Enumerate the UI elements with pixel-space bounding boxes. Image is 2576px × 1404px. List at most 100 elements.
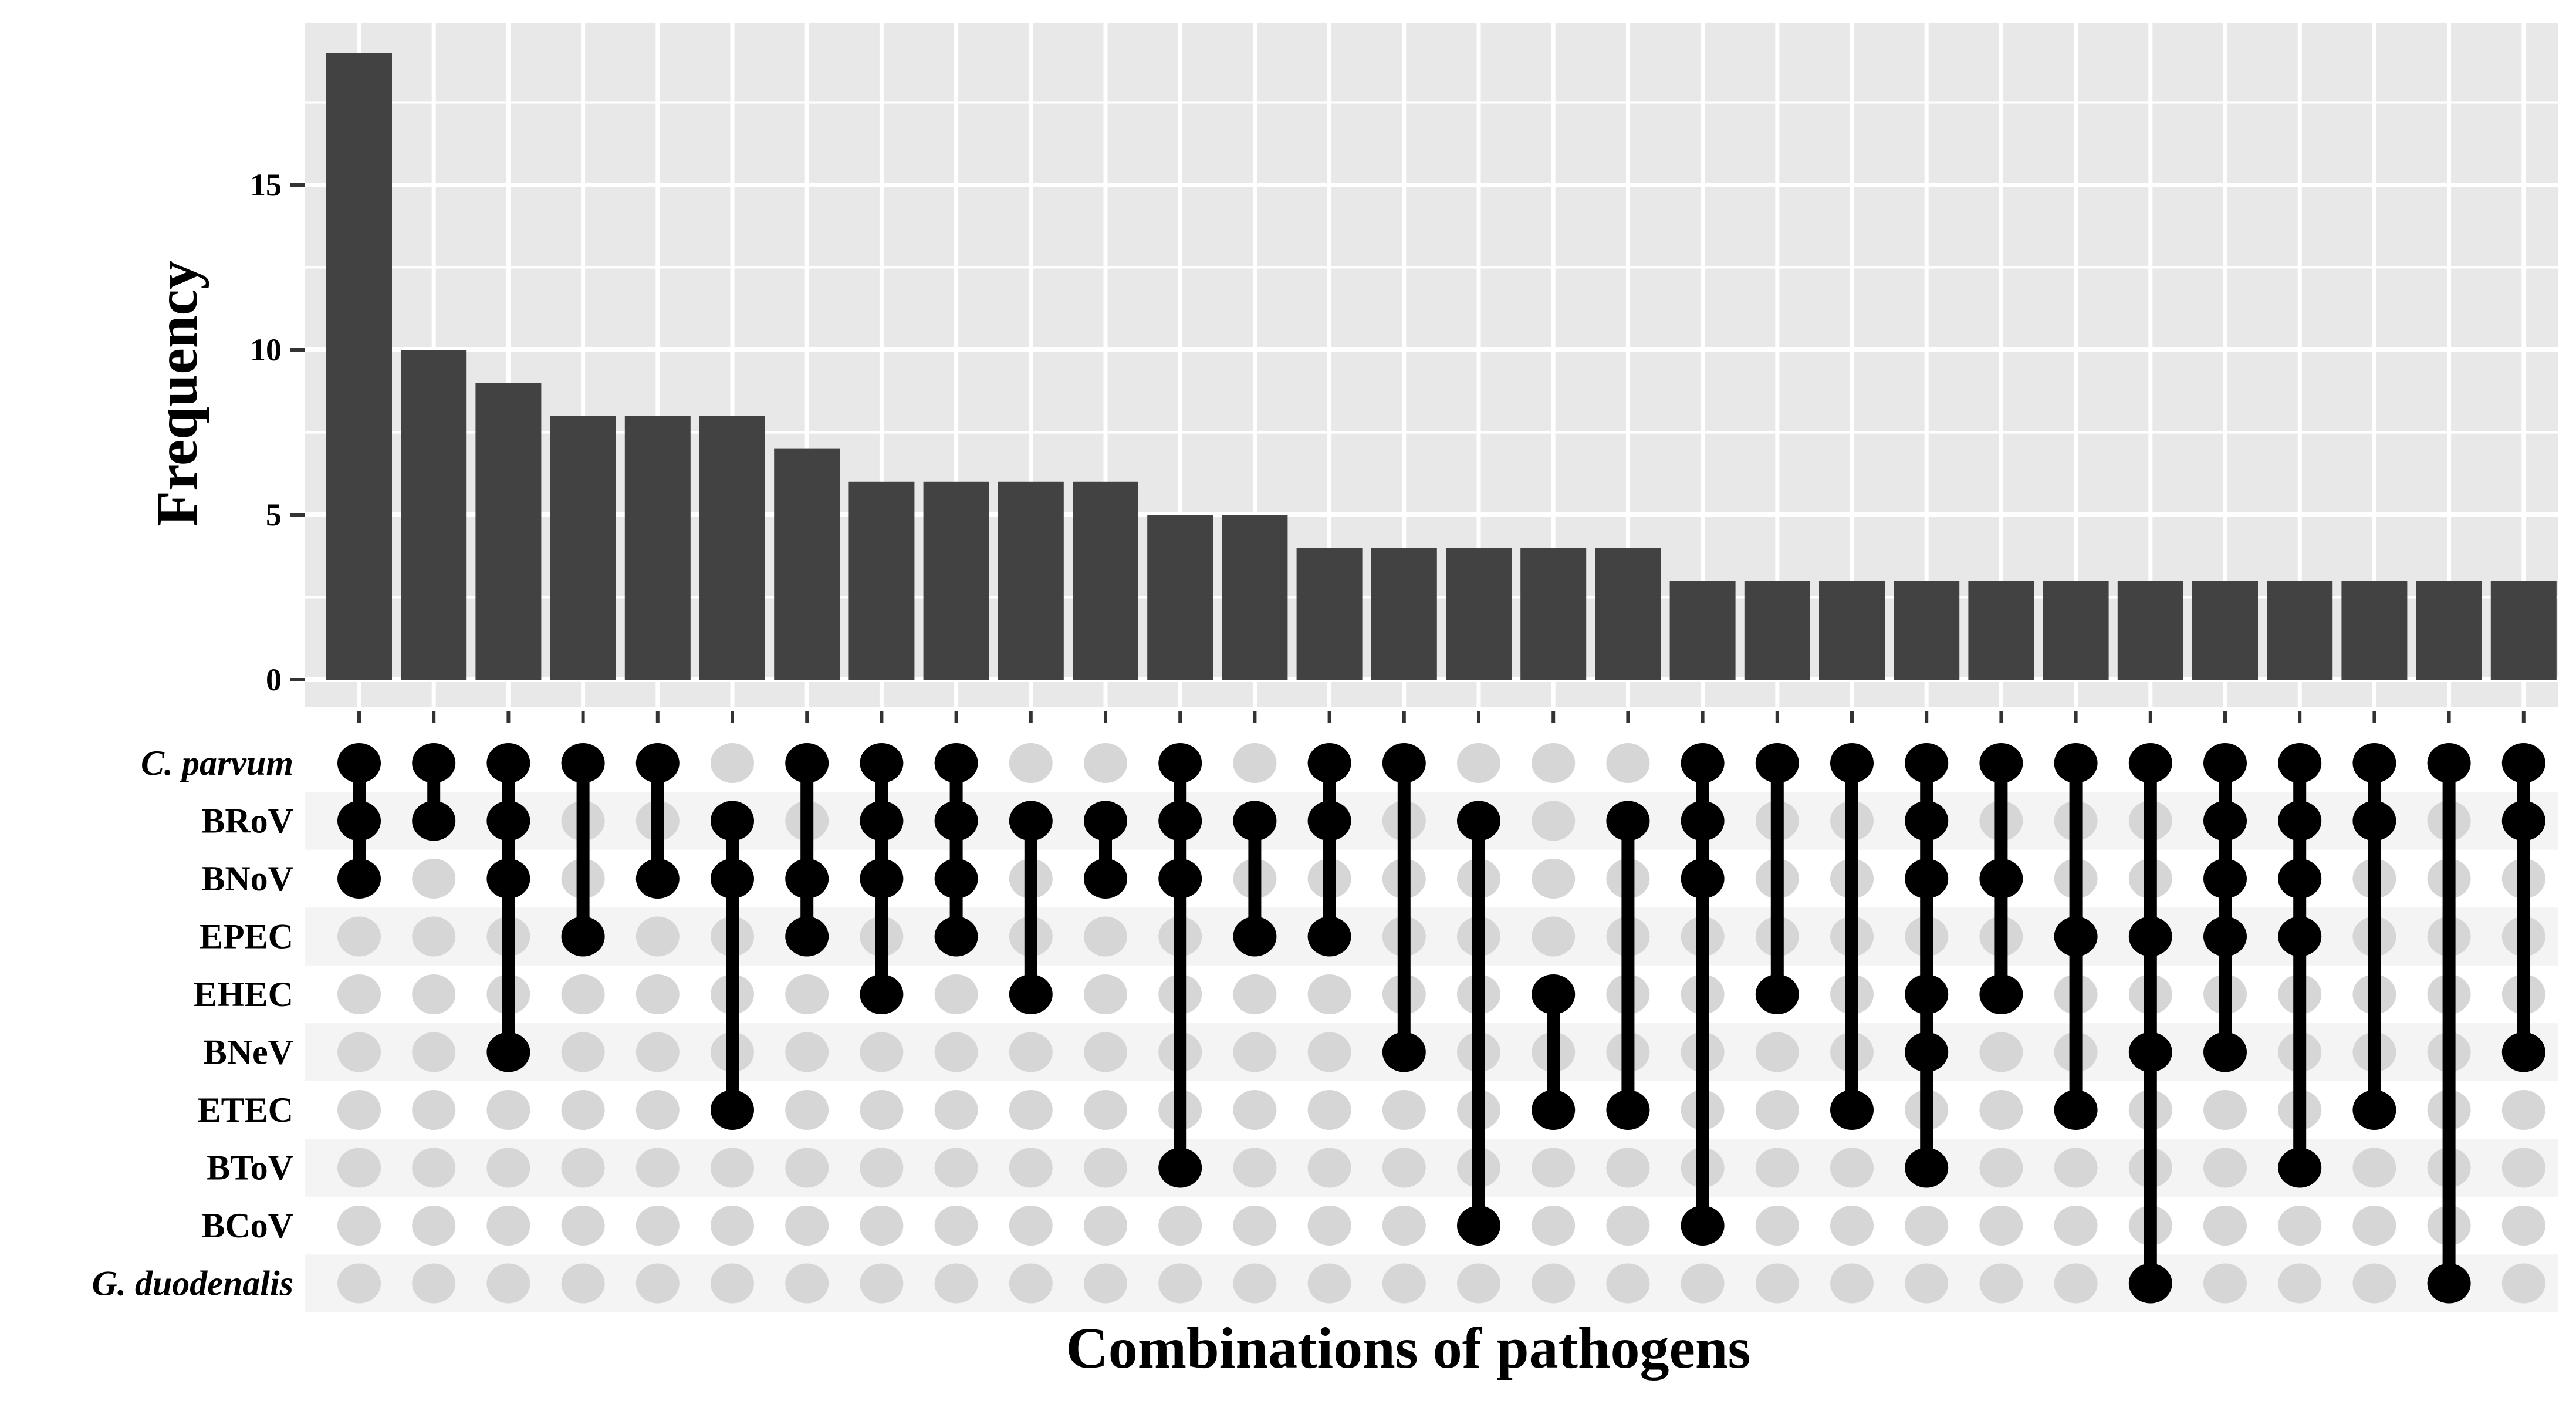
matrix-dot-active [1905,974,1949,1014]
matrix-dot-inactive [2501,1148,2545,1188]
matrix-dot-inactive [1084,1148,1127,1188]
matrix-dot-inactive [860,1148,904,1188]
matrix-dot-active [1457,801,1500,841]
matrix-dot-active [1755,974,1799,1014]
matrix-dot-inactive [1009,1206,1053,1246]
matrix-dot-inactive [1755,1206,1799,1246]
matrix-dot-inactive [1532,916,1576,957]
matrix-dot-inactive [1457,743,1500,783]
matrix-dot-inactive [2054,1206,2098,1246]
matrix-dot-inactive [1979,1090,2023,1130]
matrix-dot-active [412,801,456,841]
matrix-dot-active [2203,743,2247,783]
matrix-dot-inactive [1830,1206,1874,1246]
bar [1371,548,1437,680]
matrix-dot-active [2128,1032,2172,1072]
matrix-dot-active [2128,916,2172,957]
matrix-dot-active [1382,743,1426,783]
y-tick-label: 10 [250,332,282,367]
matrix-dot-inactive [561,1032,605,1072]
matrix-dot-inactive [561,1206,605,1246]
bar [1073,481,1138,680]
matrix-dot-inactive [860,1090,904,1130]
matrix-dot-inactive [635,974,680,1014]
matrix-dot-inactive [1382,1090,1426,1130]
bar [2267,580,2333,680]
matrix-dot-active [1681,801,1725,841]
matrix-dot-active [2054,916,2098,957]
matrix-dot-inactive [1084,974,1127,1014]
bar [1595,548,1661,680]
matrix-dot-inactive [934,1206,978,1246]
matrix-dot-active [711,1090,754,1130]
matrix-dot-inactive [486,1090,530,1130]
matrix-dot-inactive [2352,1263,2396,1304]
matrix-dot-inactive [860,1206,904,1246]
matrix-dot-active [860,801,904,841]
matrix-dot-inactive [1307,1032,1351,1072]
bar [2043,580,2109,680]
matrix-dot-inactive [561,974,605,1014]
matrix-dot-active [337,801,381,841]
matrix-dot-inactive [635,1206,680,1246]
matrix-dot-inactive [337,1090,381,1130]
bar [848,481,915,680]
bars [326,53,2557,680]
bar [624,416,691,680]
matrix-dot-active [1307,801,1351,841]
matrix-dot-inactive [412,1090,456,1130]
matrix-dot-active [785,916,829,957]
matrix-dot-inactive [635,1263,680,1304]
matrix-dot-inactive [337,974,381,1014]
matrix-dot-inactive [1606,1206,1650,1246]
bar [1669,580,1736,680]
matrix-dot-inactive [1233,1090,1277,1130]
matrix-dot-active [486,1032,530,1072]
matrix-stripe [305,907,2558,966]
matrix-stripe [305,792,2558,850]
matrix-dot-active [337,743,381,783]
bar [774,448,840,680]
matrix-dot-inactive [337,1263,381,1304]
bar [1446,548,1512,680]
matrix-dot-inactive [486,1148,530,1188]
matrix-dot-inactive [1457,1263,1500,1304]
matrix-dot-active [1233,916,1277,957]
matrix-dot-active [1084,859,1127,899]
matrix-dot-active [1084,801,1127,841]
matrix-dot-inactive [1009,1148,1053,1188]
matrix-dot-inactive [1158,1206,1202,1246]
bar [2416,580,2482,680]
set-label: G. duodenalis [92,1264,293,1303]
matrix-dot-inactive [486,1206,530,1246]
matrix-dot-active [2352,1090,2396,1130]
matrix-dot-inactive [934,1148,978,1188]
matrix-dot-active [2203,859,2247,899]
matrix-dot-active [561,916,605,957]
y-tick-label: 15 [250,167,282,203]
matrix-dot-inactive [1755,1263,1799,1304]
matrix-dot-inactive [1532,801,1576,841]
matrix-dot-inactive [785,1148,829,1188]
matrix-dot-active [2352,743,2396,783]
matrix-dot-inactive [1084,916,1127,957]
matrix-dot-active [1532,974,1576,1014]
matrix-dot-inactive [711,1263,754,1304]
matrix-dot-active [412,743,456,783]
set-label: BCoV [201,1206,293,1245]
matrix-dot-inactive [1009,743,1053,783]
matrix-dot-inactive [2203,1263,2247,1304]
matrix-dot-active [635,859,680,899]
matrix-stripe [305,1023,2558,1081]
matrix-dot-active [2278,859,2322,899]
x-axis-label: Combinations of pathogens [1066,1315,1751,1381]
set-label: C. parvum [141,744,293,782]
bar [401,350,467,680]
matrix-dot-active [1979,743,2023,783]
matrix-dot-inactive [1532,1206,1576,1246]
matrix-dot-active [1158,859,1202,899]
matrix-dot-inactive [1307,1148,1351,1188]
matrix-dot-inactive [2501,1206,2545,1246]
bar [475,383,542,680]
matrix-dot-active [2203,916,2247,957]
